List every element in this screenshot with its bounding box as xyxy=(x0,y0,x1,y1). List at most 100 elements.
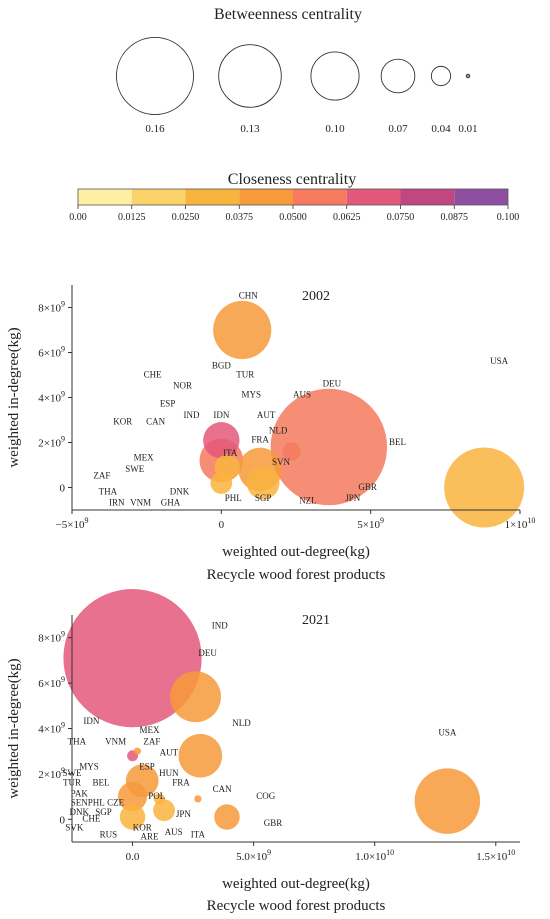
chart-title: 2021 xyxy=(302,613,330,628)
y-tick-label-mantissa: 0 xyxy=(60,814,66,826)
country-label: THA xyxy=(68,736,87,746)
data-point xyxy=(214,804,240,830)
color-legend-tick-label: 0.100 xyxy=(497,212,520,223)
color-legend-swatch xyxy=(239,189,293,205)
country-label: CAN xyxy=(213,784,233,794)
data-point xyxy=(444,447,525,528)
country-label: ARE xyxy=(140,832,159,842)
x-tick-label: 1.5×1010 xyxy=(476,848,515,863)
x-tick-label-exponent: 9 xyxy=(267,848,271,857)
y-tick-label-mantissa: 6×10 xyxy=(38,348,61,360)
y-tick-label: 0 xyxy=(60,483,66,495)
x-tick-label-exponent: 10 xyxy=(386,848,394,857)
data-point xyxy=(133,747,142,755)
x-axis-label: weighted out-degree(kg) xyxy=(222,876,370,892)
country-label: GBR xyxy=(358,482,377,492)
country-label: AUT xyxy=(257,410,276,420)
country-label: GHA xyxy=(161,498,181,508)
closeness-color-legend: Closeness centrality 0.00 0.0125 0.0250 0.0… xyxy=(69,171,519,223)
size-legend-circle xyxy=(430,65,452,87)
data-point xyxy=(153,799,175,822)
country-label: NZL xyxy=(299,495,317,505)
size-legend-label: 0.13 xyxy=(240,123,260,135)
color-legend-title: Closeness centrality xyxy=(228,171,356,188)
y-tick-label: 4×109 xyxy=(38,390,65,405)
y-tick-label-mantissa: 4×10 xyxy=(38,724,61,736)
x-tick-label-mantissa: 1.5×10 xyxy=(476,851,507,863)
country-label: SEN xyxy=(71,798,89,808)
country-label: ITA xyxy=(223,448,238,458)
data-point xyxy=(282,442,301,461)
data-point xyxy=(117,782,148,812)
x-tick-label: −5×109 xyxy=(56,516,89,531)
y-axis-label: weighted in-degree(kg) xyxy=(6,658,22,798)
country-label: ZAF xyxy=(93,471,110,481)
x-tick-label-mantissa: 0.0 xyxy=(126,851,140,863)
size-legend-circle xyxy=(380,58,416,94)
country-label: IRN xyxy=(109,498,125,508)
y-tick-label: 2×109 xyxy=(38,435,65,450)
country-label: DEU xyxy=(323,378,342,388)
x-tick-label-mantissa: −5×10 xyxy=(56,519,85,531)
size-legend-circle xyxy=(465,73,471,79)
size-legend-circle xyxy=(218,44,282,108)
country-label: USA xyxy=(438,727,457,737)
y-tick-label-exponent: 9 xyxy=(61,435,65,444)
size-legend-circle xyxy=(310,51,360,101)
country-label: NLD xyxy=(232,718,251,728)
y-tick-label-exponent: 9 xyxy=(61,390,65,399)
y-tick-label: 8×109 xyxy=(38,300,65,315)
chart-subtitle: Recycle wood forest products xyxy=(207,567,386,583)
country-label: AUS xyxy=(293,390,311,400)
data-point xyxy=(213,300,272,360)
country-label: ESP xyxy=(160,399,176,409)
size-legend-label: 0.16 xyxy=(145,123,165,135)
y-tick-label: 0 xyxy=(60,814,66,826)
x-tick-label: 1.0×1010 xyxy=(355,848,394,863)
country-label: DEU xyxy=(198,648,217,658)
country-label: AUT xyxy=(160,748,179,758)
country-label: COG xyxy=(256,791,276,801)
x-tick-label: 0 xyxy=(219,519,225,531)
x-tick-label-mantissa: 1×10 xyxy=(505,519,528,531)
y-tick-label-exponent: 9 xyxy=(61,721,65,730)
data-point xyxy=(203,422,240,459)
country-label: SGP xyxy=(255,493,272,503)
country-label: FRA xyxy=(172,777,190,787)
country-label: BEL xyxy=(93,777,110,787)
country-label: IDN xyxy=(213,410,229,420)
color-legend-tick-label: 0.0250 xyxy=(172,212,200,223)
y-tick-label-mantissa: 8×10 xyxy=(38,633,61,645)
country-label: NOR xyxy=(173,381,192,391)
data-point xyxy=(178,733,223,778)
data-point xyxy=(153,793,165,805)
country-label: DNK xyxy=(70,807,90,817)
color-legend-tick-label: 0.0625 xyxy=(333,212,361,223)
size-legend-label: 0.10 xyxy=(325,123,345,135)
country-label: SGP xyxy=(95,807,112,817)
x-tick-label-exponent: 9 xyxy=(380,516,384,525)
x-tick-label-exponent: 10 xyxy=(527,516,535,525)
country-label: SVN xyxy=(272,457,291,467)
country-label: IND xyxy=(212,621,228,631)
data-point xyxy=(194,795,202,803)
data-point xyxy=(270,388,388,506)
country-label: CHE xyxy=(82,814,101,824)
data-point xyxy=(246,466,280,500)
country-label: JPN xyxy=(176,809,192,819)
y-tick-label: 4×109 xyxy=(38,721,65,736)
country-label: DNK xyxy=(170,486,190,496)
country-label: PHL xyxy=(88,798,105,808)
color-legend-tick-label: 0.0500 xyxy=(279,212,307,223)
country-label: JPN xyxy=(345,493,361,503)
x-tick-label-exponent: 10 xyxy=(507,848,515,857)
country-label: IDN xyxy=(83,716,99,726)
country-label: CAN xyxy=(146,417,166,427)
color-legend-tick-label: 0.0750 xyxy=(387,212,415,223)
country-label: PAK xyxy=(71,789,89,799)
color-legend-swatch xyxy=(293,189,347,205)
y-tick-label-mantissa: 2×10 xyxy=(38,769,61,781)
y-tick-label-exponent: 9 xyxy=(61,766,65,775)
